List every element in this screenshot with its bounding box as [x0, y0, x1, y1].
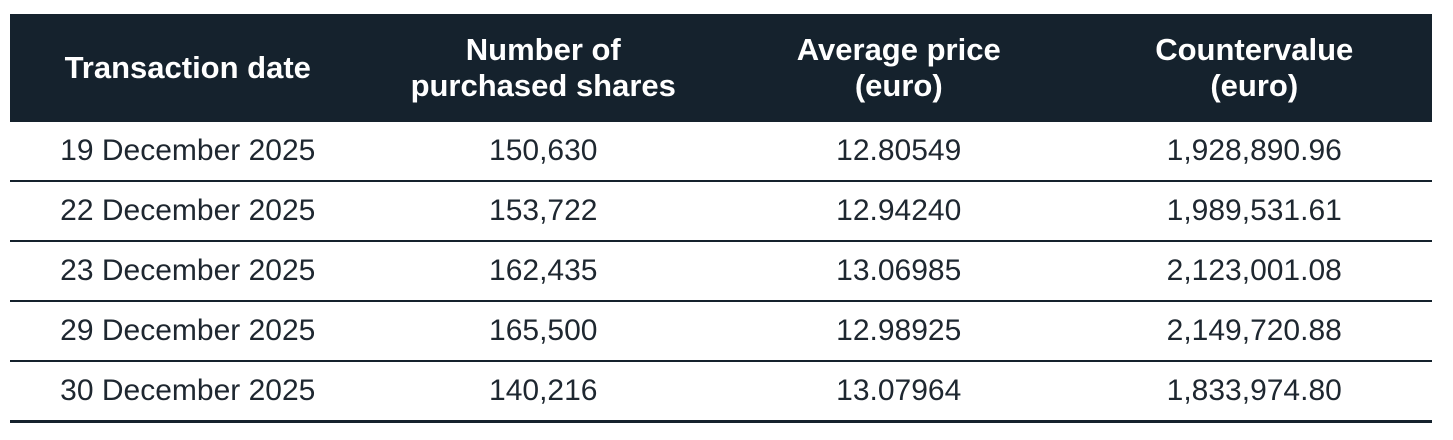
cell-average-price: 13.07964 — [721, 361, 1077, 423]
column-header-countervalue: Countervalue (euro) — [1076, 14, 1432, 122]
cell-transaction-date: 23 December 2025 — [10, 241, 366, 302]
cell-purchased-shares: 140,216 — [365, 361, 721, 423]
table-row: 23 December 2025 162,435 13.06985 2,123,… — [10, 241, 1432, 302]
column-header-purchased-shares: Number of purchased shares — [365, 14, 721, 122]
cell-average-price: 12.98925 — [721, 301, 1077, 362]
cell-countervalue: 1,989,531.61 — [1076, 181, 1432, 242]
share-buyback-table: Transaction date Number of purchased sha… — [10, 14, 1432, 423]
cell-transaction-date: 30 December 2025 — [10, 361, 366, 423]
table-row: 22 December 2025 153,722 12.94240 1,989,… — [10, 181, 1432, 242]
column-header-transaction-date: Transaction date — [10, 14, 366, 122]
cell-transaction-date: 29 December 2025 — [10, 301, 366, 362]
cell-transaction-date: 19 December 2025 — [10, 122, 366, 182]
table-header: Transaction date Number of purchased sha… — [10, 14, 1432, 122]
table-body: 19 December 2025 150,630 12.80549 1,928,… — [10, 122, 1432, 423]
cell-average-price: 12.80549 — [721, 122, 1077, 182]
cell-countervalue: 2,123,001.08 — [1076, 241, 1432, 302]
cell-countervalue: 1,833,974.80 — [1076, 361, 1432, 423]
cell-purchased-shares: 150,630 — [365, 122, 721, 182]
column-header-average-price: Average price (euro) — [721, 14, 1077, 122]
cell-transaction-date: 22 December 2025 — [10, 181, 366, 242]
table-row: 30 December 2025 140,216 13.07964 1,833,… — [10, 361, 1432, 423]
cell-purchased-shares: 153,722 — [365, 181, 721, 242]
cell-average-price: 12.94240 — [721, 181, 1077, 242]
table-row: 29 December 2025 165,500 12.98925 2,149,… — [10, 301, 1432, 362]
header-row: Transaction date Number of purchased sha… — [10, 14, 1432, 122]
cell-countervalue: 1,928,890.96 — [1076, 122, 1432, 182]
cell-purchased-shares: 165,500 — [365, 301, 721, 362]
cell-purchased-shares: 162,435 — [365, 241, 721, 302]
table-row: 19 December 2025 150,630 12.80549 1,928,… — [10, 122, 1432, 182]
cell-countervalue: 2,149,720.88 — [1076, 301, 1432, 362]
cell-average-price: 13.06985 — [721, 241, 1077, 302]
